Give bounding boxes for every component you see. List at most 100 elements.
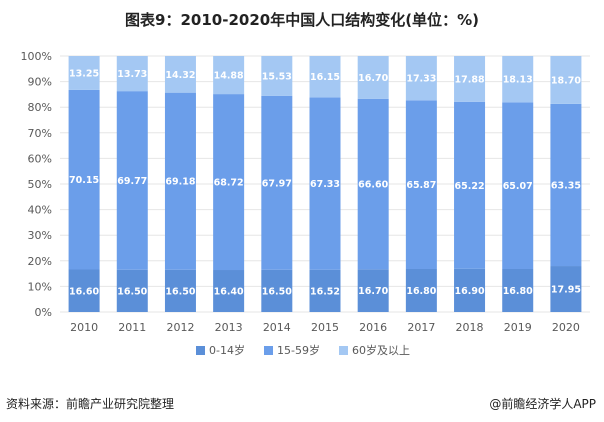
data-label: 65.87 bbox=[406, 180, 436, 191]
bar-segment bbox=[357, 56, 389, 99]
legend-item: 0-14岁 bbox=[196, 343, 245, 357]
bar-segment bbox=[357, 269, 389, 312]
data-label: 14.32 bbox=[165, 70, 195, 81]
x-tick-label: 2016 bbox=[359, 321, 387, 334]
bar-segment bbox=[550, 56, 582, 104]
bar-segment bbox=[213, 56, 245, 95]
y-tick-label: 30% bbox=[28, 229, 52, 242]
x-tick-label: 2011 bbox=[118, 321, 146, 334]
bar-segment bbox=[68, 56, 100, 90]
x-tick-label: 2019 bbox=[504, 321, 532, 334]
data-label: 67.33 bbox=[310, 179, 340, 190]
y-tick-label: 40% bbox=[28, 204, 52, 217]
bar-stack: 16.70 66.60 16.70 bbox=[357, 56, 389, 312]
data-label: 18.13 bbox=[503, 75, 533, 86]
data-label: 67.97 bbox=[262, 178, 292, 189]
data-label: 15.53 bbox=[262, 71, 292, 82]
y-tick-label: 20% bbox=[28, 255, 52, 268]
bar-segment bbox=[405, 56, 437, 101]
legend-swatch bbox=[264, 346, 273, 355]
bar-segment bbox=[116, 269, 148, 312]
data-label: 17.95 bbox=[551, 285, 581, 296]
y-tick-label: 0% bbox=[35, 306, 52, 319]
bar-stack: 16.80 65.07 18.13 bbox=[502, 56, 534, 312]
bar-stack: 16.80 65.87 17.33 bbox=[405, 56, 437, 312]
data-label: 16.60 bbox=[69, 286, 99, 297]
bar-segment bbox=[116, 56, 148, 92]
y-tick-label: 60% bbox=[28, 152, 52, 165]
legend-item: 15-59岁 bbox=[264, 343, 320, 357]
bar-segment bbox=[502, 268, 534, 312]
data-label: 69.18 bbox=[165, 177, 195, 188]
y-tick-label: 50% bbox=[28, 178, 52, 191]
bar-stack: 16.52 67.33 16.15 bbox=[309, 56, 341, 312]
bar-segment bbox=[454, 56, 486, 102]
bar-segment bbox=[164, 92, 196, 270]
x-tick-label: 2010 bbox=[70, 321, 98, 334]
bar-stack: 16.40 68.72 14.88 bbox=[213, 56, 245, 312]
bar-segment bbox=[68, 89, 100, 270]
bar-segment bbox=[68, 269, 100, 312]
bar-stack: 16.90 65.22 17.88 bbox=[454, 56, 486, 312]
y-tick-label: 80% bbox=[28, 101, 52, 114]
x-tick-label: 2015 bbox=[311, 321, 339, 334]
bar-segment bbox=[502, 56, 534, 103]
data-label: 17.88 bbox=[455, 74, 485, 85]
bar-stack: 16.50 67.97 15.53 bbox=[261, 56, 293, 312]
bar-segment bbox=[261, 56, 293, 96]
x-tick-label: 2013 bbox=[215, 321, 243, 334]
bar-segment bbox=[213, 270, 245, 312]
bar-stack: 17.95 63.35 18.70 bbox=[550, 56, 582, 312]
data-label: 69.77 bbox=[117, 176, 147, 187]
legend-swatch bbox=[196, 346, 205, 355]
x-tick-label: 2020 bbox=[552, 321, 580, 334]
y-tick-label: 70% bbox=[28, 127, 52, 140]
legend: 0-14岁 15-59岁 60岁及以上 bbox=[196, 343, 410, 357]
data-label: 13.25 bbox=[69, 68, 99, 79]
bar-segment bbox=[405, 100, 437, 269]
data-label: 65.07 bbox=[503, 181, 533, 192]
bar-segment bbox=[309, 269, 341, 312]
chart-title: 图表9：2010-2020年中国人口结构变化(单位：%) bbox=[125, 11, 479, 29]
data-label: 17.33 bbox=[406, 74, 436, 85]
bar-segment bbox=[261, 95, 293, 270]
legend-swatch bbox=[339, 346, 348, 355]
bar-stack: 16.50 69.77 13.73 bbox=[116, 56, 148, 312]
legend-label: 0-14岁 bbox=[209, 343, 245, 357]
bars: 16.60 70.15 13.25 16.50 69.77 13.73 16.50 69.18… bbox=[68, 56, 582, 312]
data-label: 65.22 bbox=[455, 181, 485, 192]
bar-segment bbox=[502, 102, 534, 269]
y-tick-label: 100% bbox=[21, 50, 52, 63]
y-tick-label: 10% bbox=[28, 280, 52, 293]
bar-segment bbox=[164, 269, 196, 312]
bar-segment bbox=[550, 266, 582, 312]
x-tick-label: 2014 bbox=[263, 321, 291, 334]
data-label: 18.70 bbox=[551, 75, 581, 86]
data-label: 16.52 bbox=[310, 286, 340, 297]
x-axis: 2010 2011 2012 2013 2014 2015 2016 2017 2018 2019… bbox=[70, 321, 580, 334]
bar-segment bbox=[164, 56, 196, 93]
legend-item: 60岁及以上 bbox=[339, 343, 410, 357]
data-label: 16.50 bbox=[165, 286, 195, 297]
data-label: 14.88 bbox=[214, 71, 244, 82]
bar-segment bbox=[454, 268, 486, 312]
data-label: 16.50 bbox=[117, 286, 147, 297]
data-label: 66.60 bbox=[358, 180, 388, 191]
data-label: 16.50 bbox=[262, 286, 292, 297]
y-axis: 0% 10% 20% 30% 40% 50% 60% 70% 80% 90% 100% bbox=[21, 50, 52, 319]
bar-segment bbox=[116, 91, 148, 270]
data-label: 16.15 bbox=[310, 72, 340, 83]
source-note: 资料来源：前瞻产业研究院整理 bbox=[6, 397, 175, 411]
data-label: 70.15 bbox=[69, 175, 99, 186]
bar-segment bbox=[309, 56, 341, 98]
data-label: 13.73 bbox=[117, 69, 147, 80]
bar-segment bbox=[309, 97, 341, 270]
data-label: 63.35 bbox=[551, 180, 581, 191]
bar-segment bbox=[213, 94, 245, 271]
x-tick-label: 2012 bbox=[166, 321, 194, 334]
legend-label: 60岁及以上 bbox=[352, 343, 410, 357]
bar-segment bbox=[454, 101, 486, 269]
bar-segment bbox=[261, 269, 293, 312]
data-label: 68.72 bbox=[214, 178, 244, 189]
